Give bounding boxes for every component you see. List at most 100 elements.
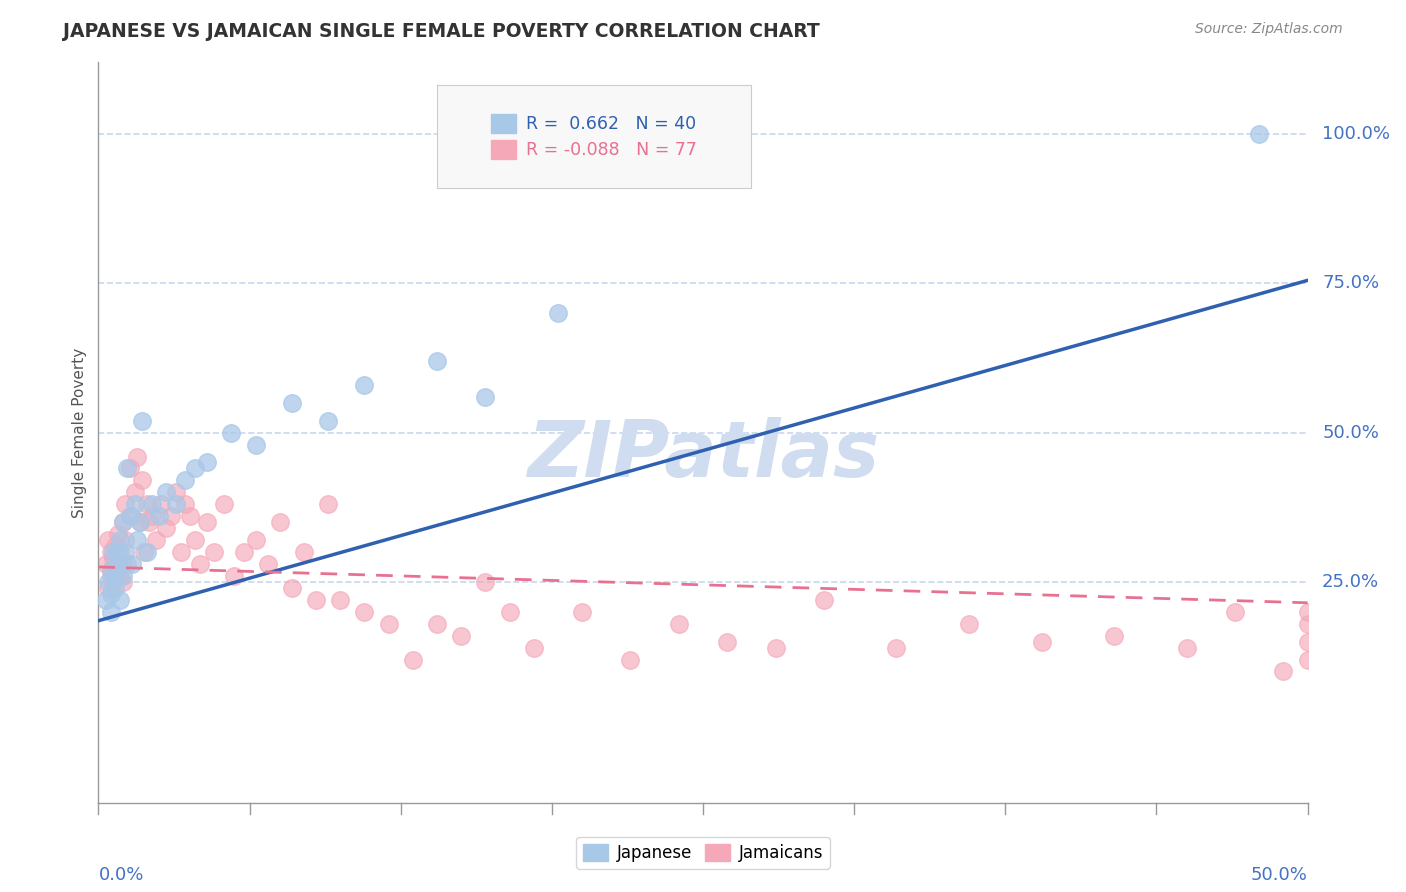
Point: [523, 640, 546, 655]
Point: [179, 509, 201, 524]
Point: [174, 474, 197, 488]
Point: [101, 574, 124, 589]
Point: [619, 652, 641, 666]
Point: [813, 592, 835, 607]
Point: [256, 557, 278, 571]
Point: [104, 539, 127, 553]
Point: [165, 485, 187, 500]
Point: [1031, 634, 1053, 648]
Point: [108, 569, 131, 583]
Point: [100, 587, 122, 601]
Text: 50.0%: 50.0%: [1322, 424, 1379, 442]
Point: [184, 461, 207, 475]
Point: [245, 437, 267, 451]
Point: [124, 497, 146, 511]
Point: [107, 527, 129, 541]
Point: [117, 557, 139, 571]
Point: [97, 581, 120, 595]
Point: [222, 569, 245, 583]
Point: [141, 497, 163, 511]
Point: [571, 605, 593, 619]
Point: [498, 605, 520, 619]
Text: 50.0%: 50.0%: [1251, 866, 1308, 884]
Point: [118, 509, 141, 524]
Point: [97, 574, 120, 589]
Point: [135, 497, 157, 511]
Point: [353, 605, 375, 619]
Point: [124, 485, 146, 500]
Point: [281, 581, 304, 595]
Text: ZIPatlas: ZIPatlas: [527, 417, 879, 493]
Point: [188, 557, 211, 571]
Point: [232, 545, 254, 559]
Point: [111, 574, 134, 589]
Text: Source: ZipAtlas.com: Source: ZipAtlas.com: [1195, 22, 1343, 37]
Point: [1296, 616, 1319, 631]
Point: [97, 533, 120, 547]
Y-axis label: Single Female Poverty: Single Female Poverty: [72, 348, 87, 517]
Text: 0.0%: 0.0%: [98, 866, 143, 884]
Point: [138, 515, 160, 529]
Point: [127, 533, 149, 547]
Point: [402, 652, 425, 666]
Point: [316, 497, 339, 511]
Point: [426, 354, 449, 368]
Point: [1296, 652, 1319, 666]
Point: [155, 485, 177, 500]
Point: [107, 557, 129, 571]
Point: [100, 569, 122, 583]
Point: [305, 592, 328, 607]
Point: [101, 545, 124, 559]
Point: [108, 533, 131, 547]
Point: [716, 634, 738, 648]
Point: [101, 551, 124, 566]
Point: [668, 616, 690, 631]
Point: [135, 545, 157, 559]
Point: [128, 515, 150, 529]
Point: [111, 515, 134, 529]
Point: [127, 450, 149, 464]
Point: [148, 509, 170, 524]
Point: [281, 396, 304, 410]
Point: [1102, 629, 1125, 643]
Point: [104, 569, 127, 583]
Point: [886, 640, 908, 655]
Point: [1272, 665, 1295, 679]
Point: [204, 545, 226, 559]
Point: [165, 497, 187, 511]
Point: [107, 563, 129, 577]
Point: [108, 545, 131, 559]
Point: [426, 616, 449, 631]
Point: [111, 515, 134, 529]
Point: [169, 545, 191, 559]
Text: 100.0%: 100.0%: [1322, 125, 1391, 143]
Point: [377, 616, 399, 631]
Point: [1175, 640, 1198, 655]
Point: [1296, 605, 1319, 619]
Point: [269, 515, 291, 529]
Point: [957, 616, 980, 631]
Point: [474, 390, 496, 404]
Point: [245, 533, 267, 547]
Point: [174, 497, 197, 511]
Point: [195, 515, 218, 529]
Point: [131, 414, 153, 428]
Point: [195, 455, 218, 469]
Point: [1296, 634, 1319, 648]
Point: [184, 533, 207, 547]
Point: [316, 414, 339, 428]
Point: [114, 497, 136, 511]
Point: [100, 563, 122, 577]
Point: [108, 592, 131, 607]
Point: [114, 545, 136, 559]
Point: [121, 509, 143, 524]
Point: [145, 533, 167, 547]
Point: [114, 533, 136, 547]
Point: [765, 640, 787, 655]
Point: [450, 629, 472, 643]
Point: [1249, 127, 1271, 141]
Point: [117, 461, 139, 475]
Text: 25.0%: 25.0%: [1322, 573, 1379, 591]
Point: [104, 581, 127, 595]
Point: [121, 557, 143, 571]
